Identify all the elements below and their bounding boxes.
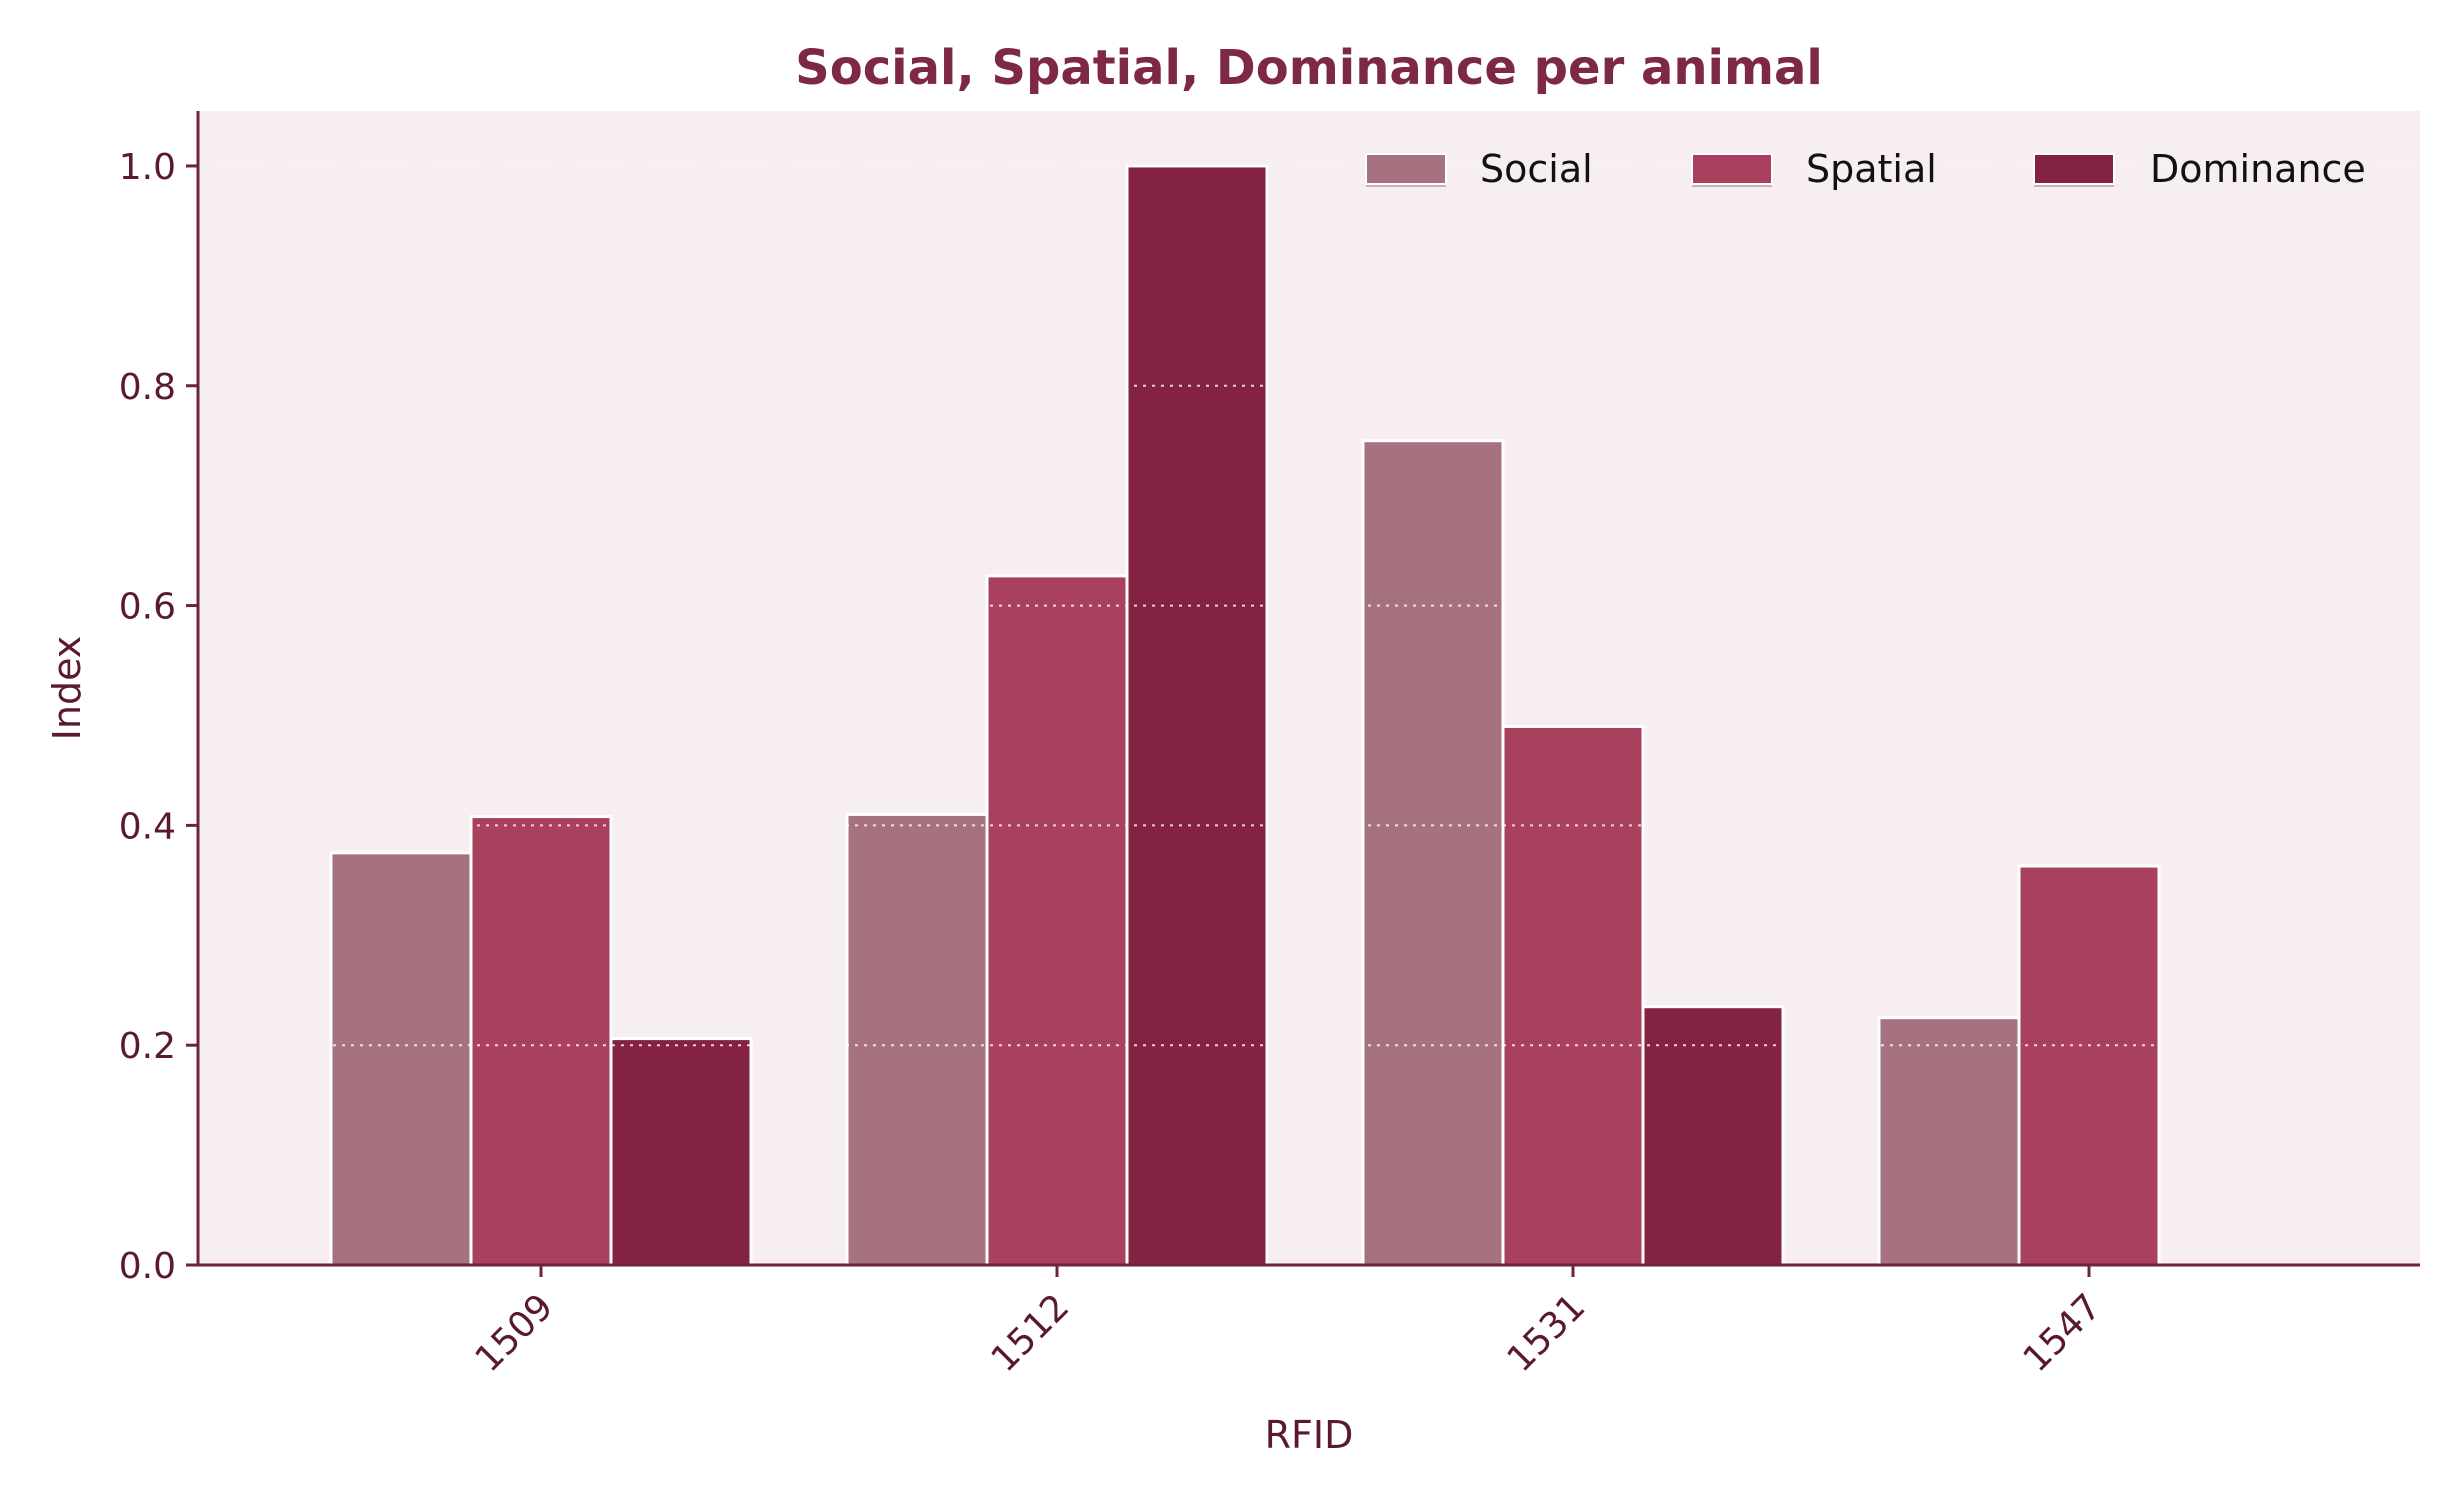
bar-spatial-1547: [2017, 864, 2161, 1267]
legend-swatch-social: [1365, 153, 1447, 185]
x-axis-label: RFID: [1265, 1413, 1354, 1457]
y-tick-label-3: 0.6: [119, 587, 176, 628]
y-axis-label: Index: [45, 636, 89, 741]
grid-overlay: [198, 164, 2420, 1047]
bar-dominance-1531: [1641, 1005, 1785, 1267]
x-tick-label-1531: 1531: [1500, 1286, 1594, 1380]
bar-social-1547: [1877, 1016, 2021, 1267]
bar-social-1512: [845, 812, 989, 1267]
bar-spatial-1512: [985, 574, 1129, 1267]
x-tick-label-1547: 1547: [2016, 1286, 2110, 1380]
bar-spatial-1531: [1501, 724, 1645, 1267]
y-tick-label-2: 0.4: [119, 806, 176, 847]
x-axis-ticks: 1509 1512 1531 1547: [468, 1265, 2110, 1380]
legend: Social Spatial Dominance: [1365, 147, 2366, 191]
y-tick-label-4: 0.8: [119, 367, 176, 408]
legend-label-social: Social: [1480, 147, 1593, 191]
y-axis-ticks: 0.0 0.2 0.4 0.6 0.8 1.0: [119, 147, 198, 1287]
bars: [329, 164, 2161, 1267]
x-tick-label-1512: 1512: [984, 1286, 1078, 1380]
y-tick-label-1: 0.2: [119, 1026, 176, 1067]
legend-swatch-dominance: [2033, 153, 2115, 185]
legend-swatch-spatial: [1691, 153, 1773, 185]
bar-dominance-1512: [1125, 164, 1269, 1267]
chart-title: Social, Spatial, Dominance per animal: [795, 40, 1823, 96]
bar-social-1509: [329, 851, 473, 1267]
bar-spatial-1509: [469, 815, 613, 1267]
legend-label-dominance: Dominance: [2150, 147, 2366, 191]
legend-label-spatial: Spatial: [1806, 147, 1937, 191]
y-tick-label-5: 1.0: [119, 147, 176, 188]
bar-social-1531: [1361, 439, 1505, 1267]
bar-dominance-1509: [609, 1037, 753, 1267]
y-tick-label-0: 0.0: [119, 1246, 176, 1287]
x-tick-label-1509: 1509: [468, 1286, 562, 1380]
